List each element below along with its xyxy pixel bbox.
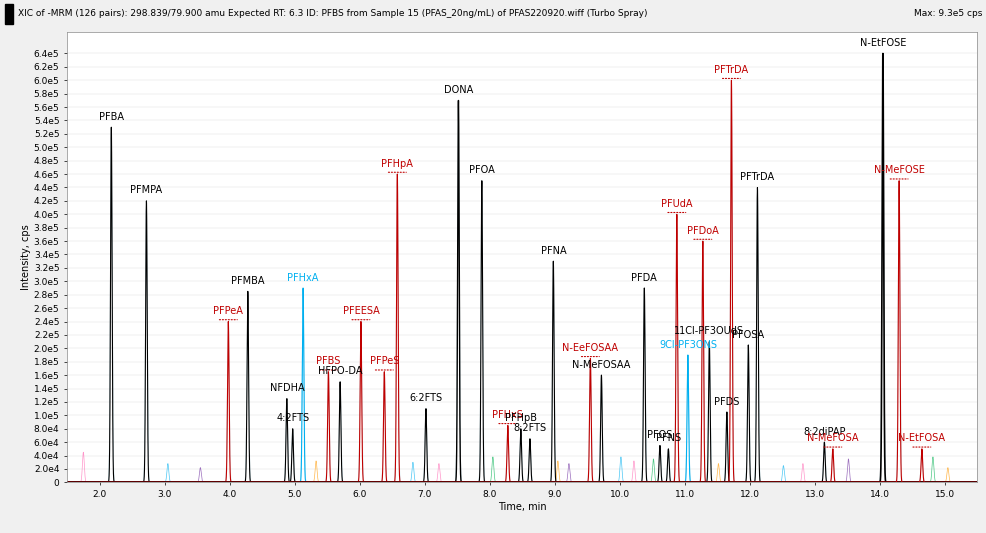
Y-axis label: Intensity, cps: Intensity, cps	[21, 224, 31, 290]
Text: PFMBA: PFMBA	[231, 276, 264, 286]
Text: NFDHA: NFDHA	[269, 383, 304, 393]
Text: N-MeFOSA: N-MeFOSA	[807, 433, 858, 443]
Text: N-MeFOSAA: N-MeFOSAA	[572, 360, 630, 370]
Text: PFNA: PFNA	[540, 246, 566, 256]
Text: N-EtFOSE: N-EtFOSE	[859, 38, 905, 48]
Text: 8:2FTS: 8:2FTS	[513, 423, 546, 433]
Text: PFDS: PFDS	[714, 397, 739, 407]
Text: PFHpB: PFHpB	[504, 414, 536, 423]
Text: PFHxA: PFHxA	[287, 272, 318, 282]
Text: PFOA: PFOA	[468, 165, 494, 175]
Text: 11Cl-PF3OUdS: 11Cl-PF3OUdS	[673, 326, 743, 336]
Text: PFHpA: PFHpA	[381, 159, 413, 168]
Text: HFPO-DA: HFPO-DA	[317, 366, 362, 376]
Text: PFDoA: PFDoA	[686, 225, 718, 236]
Text: XIC of -MRM (126 pairs): 298.839/79.900 amu Expected RT: 6.3 ID: PFBS from Sampl: XIC of -MRM (126 pairs): 298.839/79.900 …	[18, 10, 647, 18]
Text: PFUdA: PFUdA	[661, 199, 692, 209]
Text: 6:2FTS: 6:2FTS	[409, 393, 442, 403]
Text: PFMPA: PFMPA	[130, 185, 163, 196]
X-axis label: Time, min: Time, min	[497, 502, 546, 512]
Text: PFBS: PFBS	[316, 357, 340, 366]
Text: PFNS: PFNS	[655, 433, 680, 443]
Text: N-MeFOSE: N-MeFOSE	[873, 165, 924, 175]
Text: PFOS: PFOS	[647, 430, 671, 440]
Bar	[5, 4, 13, 23]
Text: N-EtFOSA: N-EtFOSA	[897, 433, 945, 443]
Text: PFHxS: PFHxS	[492, 410, 523, 420]
Text: PFBA: PFBA	[99, 112, 123, 122]
Text: PFTrDA: PFTrDA	[714, 65, 747, 75]
Text: PFDA: PFDA	[631, 272, 657, 282]
Text: Max: 9.3e5 cps: Max: 9.3e5 cps	[913, 10, 981, 18]
Text: PFTrDA: PFTrDA	[740, 172, 774, 182]
Text: 4:2FTS: 4:2FTS	[276, 414, 309, 423]
Text: DONA: DONA	[444, 85, 472, 95]
Text: PFEESA: PFEESA	[342, 306, 379, 316]
Text: PFOSA: PFOSA	[732, 329, 763, 340]
Text: 8:2diPAP: 8:2diPAP	[803, 427, 845, 437]
Text: PFPeS: PFPeS	[370, 357, 398, 366]
Text: PFPeA: PFPeA	[213, 306, 243, 316]
Text: N-EeFOSAA: N-EeFOSAA	[562, 343, 618, 353]
Text: 9Cl-PF3ONS: 9Cl-PF3ONS	[659, 340, 716, 350]
